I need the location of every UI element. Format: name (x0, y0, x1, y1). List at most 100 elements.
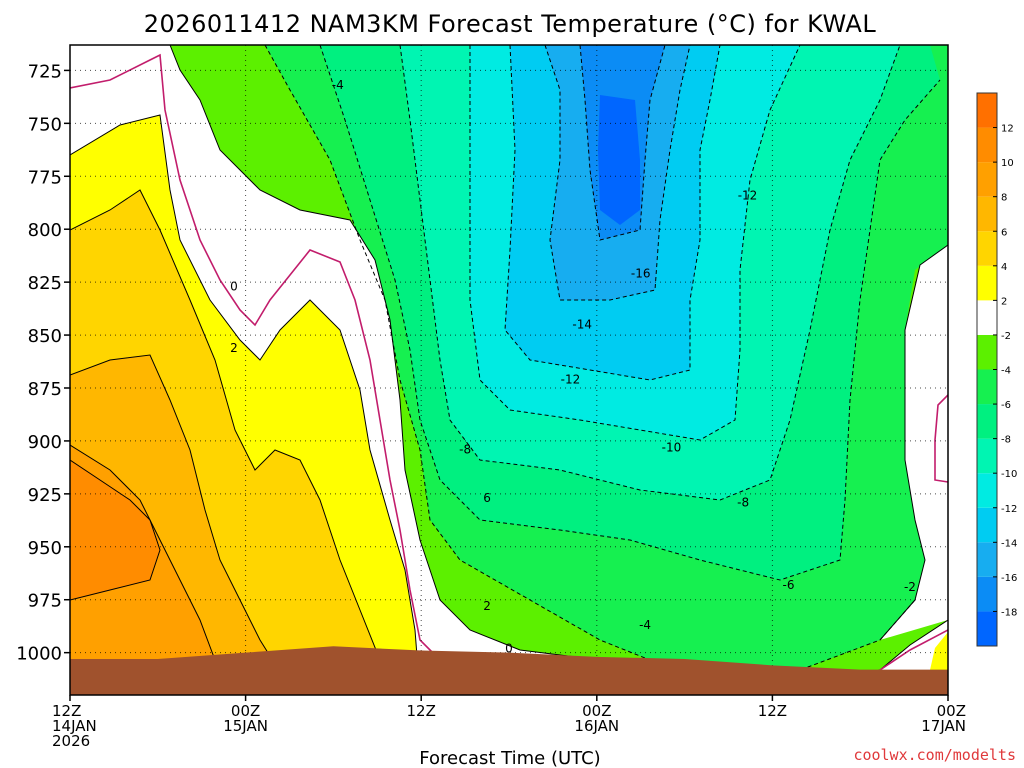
colorbar-segment (977, 473, 997, 508)
colorbar-segment (977, 231, 997, 266)
colorbar-segment (977, 438, 997, 474)
colorbar-segment (977, 611, 997, 646)
colorbar-segment (977, 369, 997, 405)
contour-label: 6 (483, 491, 491, 505)
contour-label: -6 (783, 578, 795, 592)
colorbar-segment (977, 507, 997, 543)
contour-m6 (319, 45, 941, 581)
y-tick-label: 750 (28, 114, 62, 135)
contour-label: -16 (631, 267, 651, 281)
contour-m16 (579, 45, 666, 241)
colorbar-label: 4 (1001, 262, 1007, 273)
contour-p4 (70, 189, 391, 695)
freezing-line-low (879, 629, 948, 671)
x-axis-label: Forecast Time (UTC) (419, 748, 600, 768)
contour-m10 (469, 45, 801, 441)
colorbar-segment (977, 542, 997, 577)
contour-label: -8 (459, 442, 471, 456)
contour-label: -12 (561, 373, 581, 387)
x-tick-label: 00Z (937, 702, 966, 720)
freezing-line-right (934, 394, 948, 483)
contour-label: -12 (738, 188, 758, 202)
credit-text: coolwx.com/modelts (853, 746, 1016, 764)
freezing-line (70, 53, 441, 661)
contour-m14 (544, 45, 691, 301)
contour-label: -4 (332, 78, 344, 92)
colorbar-label: -4 (1001, 366, 1011, 377)
colorbar-segment (977, 576, 997, 612)
x-tick-label: 00Z (231, 702, 260, 720)
contour-label: -8 (737, 495, 749, 509)
x-tick-label: 16JAN (574, 717, 619, 735)
colorbar-label: 8 (1001, 193, 1007, 204)
contour-m2-right (879, 244, 948, 641)
x-tick-label: 12Z (758, 702, 787, 720)
y-tick-label: 925 (28, 485, 62, 506)
colorbar-label: 12 (1001, 124, 1014, 135)
y-tick-label: 725 (28, 61, 62, 82)
x-tick-label: 12Z (52, 702, 81, 720)
y-tick-label: 1000 (16, 644, 62, 665)
contour-m8 (399, 45, 901, 501)
chart-title: 2026011412 NAM3KM Forecast Temperature (… (144, 10, 877, 38)
x-tick-label: 00Z (582, 702, 611, 720)
contour-p6 (70, 354, 286, 681)
field-region-p10 (70, 460, 160, 600)
contour-p8 (70, 444, 226, 695)
colorbar-segment (977, 404, 997, 439)
y-tick-label: 900 (28, 432, 62, 453)
y-tick-label: 800 (28, 220, 62, 241)
colorbar-label: -10 (1001, 469, 1017, 480)
y-tick-label: 950 (28, 538, 62, 559)
y-axis: 725 750 775 800 825 850 875 900 925 950 975 1000 (16, 61, 70, 665)
contour-label: 2 (230, 341, 238, 355)
colorbar-segment (977, 127, 997, 163)
colorbar-label: 2 (1001, 296, 1007, 307)
y-tick-label: 825 (28, 273, 62, 294)
y-tick-label: 775 (28, 167, 62, 188)
y-tick-label: 875 (28, 379, 62, 400)
colorbar-label: -14 (1001, 538, 1017, 549)
colorbar-label: -8 (1001, 435, 1011, 446)
colorbar-segment (977, 265, 997, 301)
grid-lines (70, 45, 948, 695)
colorbar-label: -6 (1001, 400, 1011, 411)
colorbar-label: -18 (1001, 607, 1017, 618)
x-tick-label: 14JAN (52, 717, 97, 735)
x-tick-label: 2026 (52, 732, 90, 750)
colorbar-label: 6 (1001, 227, 1007, 238)
colorbar-label: -2 (1001, 331, 1011, 342)
colorbar-label: -12 (1001, 504, 1017, 515)
contour-label: -2 (904, 580, 916, 594)
field-region-m20 (598, 95, 640, 225)
y-tick-label: 975 (28, 591, 62, 612)
field-region-white-right (880, 245, 948, 640)
colorbar-segment (977, 300, 997, 335)
y-tick-label: 850 (28, 326, 62, 347)
contour-label: -4 (639, 618, 651, 632)
x-tick-label: 15JAN (223, 717, 268, 735)
x-tick-label: 12Z (407, 702, 436, 720)
colorbar-segment (977, 334, 997, 370)
colorbar-label: -16 (1001, 573, 1017, 584)
colorbar-segment (977, 93, 997, 128)
x-tick-label: 17JAN (921, 717, 966, 735)
contour-p2 (70, 114, 421, 695)
contour-label: -14 (572, 317, 592, 331)
ground-surface (70, 646, 948, 695)
field-region-right-yellow (930, 632, 948, 677)
colorbar-label: 10 (1001, 158, 1014, 169)
contour-label: 2 (483, 599, 491, 613)
plot-frame (69, 44, 949, 696)
colorbar-segment (977, 162, 997, 197)
contour-label: -10 (662, 440, 682, 454)
contour-label: 0 (505, 641, 513, 655)
colorbar: -18 -16 -14 -12 -10 -8 -6 -4 -2 2 4 6 8 10 12 (976, 92, 1017, 647)
contour-labels: -4 0 2 -12 -16 -14 -12 -10 -8 6 -8 -6 -2 2 -4 0 (230, 78, 916, 655)
contour-m12 (504, 45, 721, 381)
contour-p10 (70, 459, 161, 601)
colorbar-segment (977, 196, 997, 232)
contour-label: 0 (230, 279, 238, 293)
